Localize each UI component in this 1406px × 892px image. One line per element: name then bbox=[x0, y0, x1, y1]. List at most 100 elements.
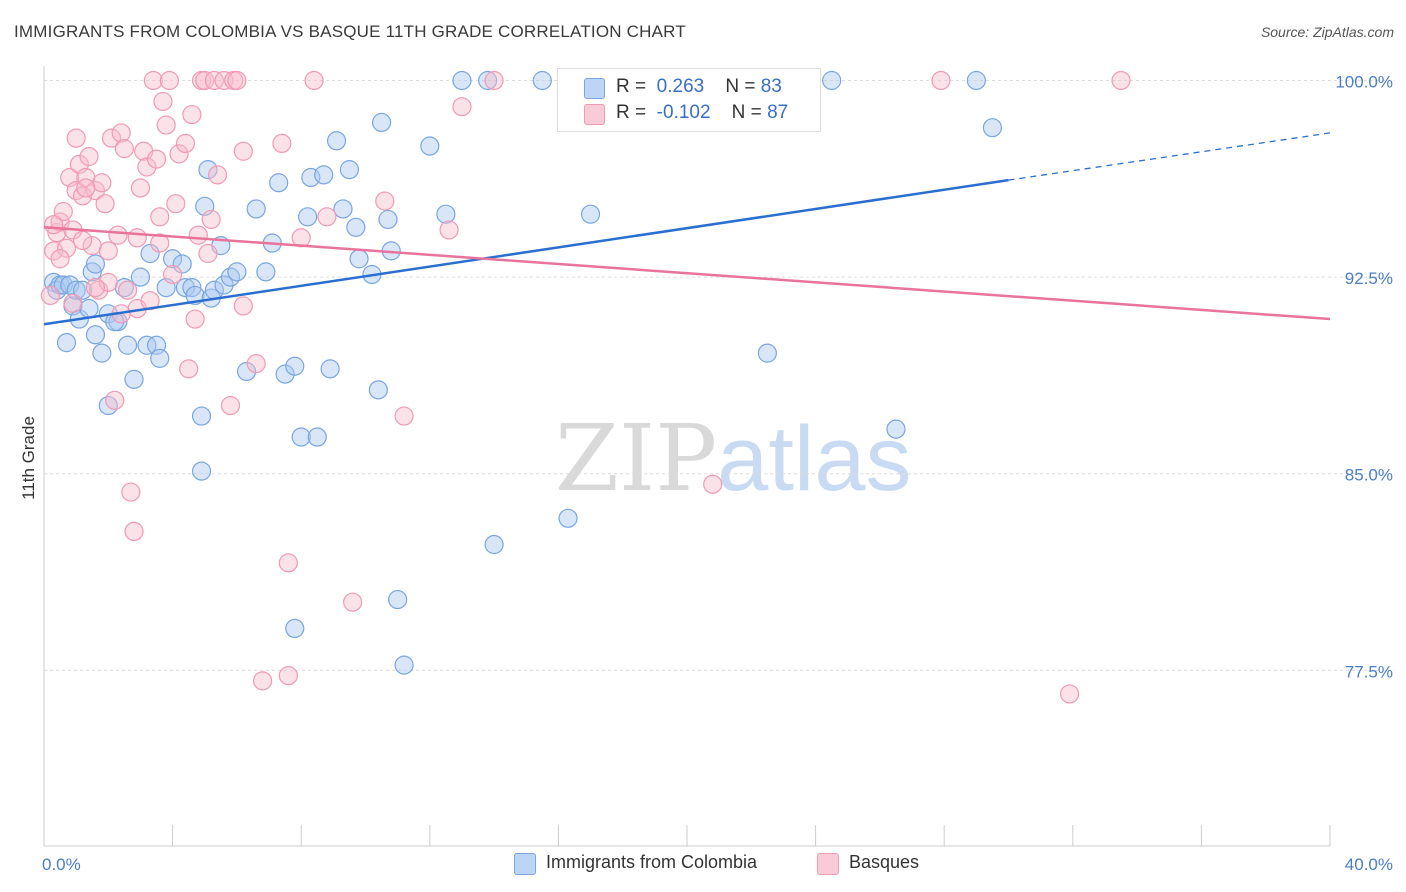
points-layer bbox=[40, 70, 1131, 704]
watermark-zip: ZIP bbox=[555, 405, 718, 512]
basques-point bbox=[185, 309, 205, 329]
basques-point bbox=[156, 115, 176, 135]
basques-point bbox=[227, 70, 247, 91]
source-note: Source: ZipAtlas.com bbox=[1260, 24, 1394, 40]
basques-point bbox=[111, 123, 131, 143]
y-tick-label: 77.5% bbox=[1345, 662, 1393, 681]
colombia-point bbox=[60, 275, 80, 295]
colombia-point bbox=[339, 160, 360, 180]
basques-point bbox=[188, 225, 208, 245]
colombia-point bbox=[269, 173, 289, 193]
colombia-point bbox=[394, 655, 414, 675]
legend-r-value-blue: 0.263 bbox=[656, 76, 705, 97]
colombia-point bbox=[314, 165, 334, 185]
basques-point bbox=[95, 194, 115, 214]
colombia-point bbox=[285, 356, 305, 376]
colombia-point bbox=[79, 298, 99, 319]
colombia-point bbox=[175, 277, 196, 298]
basques-point bbox=[72, 230, 93, 251]
colombia-point bbox=[85, 254, 106, 274]
basques-point bbox=[375, 191, 395, 211]
colombia-point bbox=[140, 243, 160, 264]
y-axis-title: 11th Grade bbox=[19, 416, 38, 500]
colombia-point bbox=[137, 335, 157, 355]
basques-point bbox=[153, 91, 173, 112]
basques-point bbox=[98, 241, 118, 261]
colombia-point bbox=[320, 359, 340, 379]
colombia-point bbox=[172, 254, 192, 274]
basques-point bbox=[85, 277, 106, 298]
colombia-point bbox=[227, 262, 247, 282]
legend-swatch-blue bbox=[584, 78, 605, 99]
colombia-point bbox=[326, 131, 347, 151]
basques-point bbox=[108, 225, 128, 245]
colombia-point bbox=[56, 333, 77, 353]
basques-point bbox=[50, 249, 70, 269]
legend-r-label-blue: R = bbox=[616, 76, 647, 97]
watermark-atlas: atlas bbox=[717, 408, 912, 510]
basques-point bbox=[253, 671, 273, 691]
basques-point bbox=[146, 149, 167, 169]
basques-point bbox=[150, 233, 170, 253]
colombia-point bbox=[371, 112, 392, 133]
colombia-point bbox=[92, 343, 112, 363]
basques-point bbox=[137, 157, 157, 177]
legend-n-label-blue: N = bbox=[725, 76, 756, 97]
basques-point bbox=[452, 97, 472, 117]
colombia-point bbox=[388, 589, 408, 610]
basques-point bbox=[182, 104, 202, 125]
basques-point bbox=[166, 194, 186, 214]
basques-point bbox=[204, 70, 224, 91]
colombia-point bbox=[236, 361, 257, 382]
colombia-point bbox=[346, 217, 366, 237]
colombia-point bbox=[214, 275, 234, 295]
basques-point bbox=[169, 144, 189, 164]
basques-point bbox=[92, 173, 112, 193]
basques-point bbox=[79, 146, 99, 167]
basques-point bbox=[175, 133, 196, 154]
colombia-point bbox=[191, 461, 212, 481]
basques-point bbox=[272, 133, 292, 154]
basques-point bbox=[484, 70, 504, 91]
colombia-point bbox=[291, 427, 311, 447]
basques-point bbox=[394, 406, 414, 426]
basques-point bbox=[56, 238, 77, 258]
correlation-legend: R = 0.263 N = 83 R = -0.102 N = 87 bbox=[557, 68, 821, 132]
colombia-point bbox=[285, 618, 305, 639]
colombia-point bbox=[378, 209, 398, 230]
colombia-trend-line bbox=[43, 178, 1009, 326]
basques-point bbox=[53, 201, 73, 222]
colombia-point bbox=[307, 427, 327, 447]
colombia-point bbox=[982, 118, 1003, 138]
basques-point bbox=[198, 243, 218, 264]
colombia-trend-extension bbox=[1008, 132, 1331, 181]
x-tick-label: 0.0% bbox=[42, 855, 81, 874]
x-tick-label: 40.0% bbox=[1345, 855, 1393, 874]
basques-point bbox=[40, 285, 61, 306]
basques-point bbox=[1111, 70, 1131, 91]
series-swatch-blue bbox=[514, 853, 536, 875]
colombia-point bbox=[53, 275, 73, 295]
basques-trend-line bbox=[43, 226, 1331, 321]
colombia-point bbox=[298, 207, 318, 227]
basques-point bbox=[76, 178, 96, 198]
basques-point bbox=[343, 592, 363, 612]
basques-point bbox=[195, 70, 215, 91]
basques-point bbox=[105, 390, 125, 410]
basques-point bbox=[931, 70, 951, 91]
colombia-point bbox=[532, 70, 552, 91]
basques-point bbox=[233, 141, 253, 161]
basques-point bbox=[220, 395, 241, 416]
colombia-point bbox=[47, 280, 67, 300]
y-tick-label: 92.5% bbox=[1345, 269, 1393, 288]
watermark: ZIPatlas bbox=[555, 405, 912, 512]
colombia-point bbox=[191, 406, 212, 426]
basques-point bbox=[233, 296, 253, 316]
basques-point bbox=[278, 553, 298, 573]
basques-point bbox=[179, 359, 199, 379]
colombia-point bbox=[478, 70, 498, 91]
colombia-point bbox=[124, 369, 144, 389]
basques-point bbox=[98, 272, 118, 292]
colombia-point bbox=[198, 160, 218, 180]
